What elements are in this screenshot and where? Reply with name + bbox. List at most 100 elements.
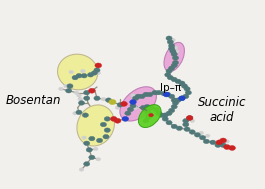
Circle shape: [171, 52, 177, 56]
Circle shape: [162, 113, 168, 117]
Circle shape: [81, 69, 85, 73]
Circle shape: [82, 113, 89, 117]
Circle shape: [215, 143, 221, 147]
Circle shape: [171, 105, 177, 109]
Circle shape: [167, 75, 173, 80]
Circle shape: [96, 158, 101, 161]
Circle shape: [171, 77, 177, 82]
Circle shape: [105, 98, 112, 102]
Circle shape: [175, 79, 181, 84]
Circle shape: [79, 168, 84, 171]
Circle shape: [103, 134, 109, 139]
Circle shape: [147, 112, 153, 116]
Circle shape: [109, 99, 116, 105]
Circle shape: [149, 113, 153, 117]
Circle shape: [229, 146, 236, 150]
Circle shape: [190, 119, 195, 122]
Circle shape: [89, 88, 95, 93]
Circle shape: [59, 87, 63, 91]
Circle shape: [194, 133, 200, 137]
Circle shape: [100, 122, 107, 127]
Circle shape: [94, 96, 100, 101]
Circle shape: [156, 111, 162, 115]
Circle shape: [171, 38, 175, 42]
Circle shape: [89, 136, 95, 141]
Circle shape: [179, 81, 185, 85]
Circle shape: [83, 90, 90, 95]
Circle shape: [203, 139, 209, 144]
Circle shape: [76, 110, 82, 115]
Circle shape: [81, 74, 87, 78]
Circle shape: [189, 130, 195, 134]
Circle shape: [169, 46, 175, 51]
Circle shape: [89, 155, 95, 160]
Circle shape: [131, 94, 135, 97]
Circle shape: [94, 68, 100, 72]
Circle shape: [170, 49, 176, 54]
Ellipse shape: [138, 105, 161, 128]
Circle shape: [220, 138, 227, 143]
Circle shape: [183, 122, 189, 127]
Circle shape: [161, 91, 167, 96]
Circle shape: [101, 98, 106, 101]
Circle shape: [152, 90, 158, 95]
Circle shape: [182, 84, 188, 88]
Circle shape: [143, 107, 149, 112]
Circle shape: [111, 117, 116, 121]
Circle shape: [171, 124, 177, 129]
Circle shape: [171, 98, 177, 102]
Circle shape: [130, 100, 136, 105]
Text: Succinic
acid: Succinic acid: [198, 95, 246, 123]
Circle shape: [176, 126, 182, 131]
Circle shape: [187, 116, 193, 120]
Circle shape: [78, 98, 83, 101]
Circle shape: [166, 120, 172, 125]
Circle shape: [76, 74, 82, 78]
Circle shape: [91, 71, 98, 75]
Circle shape: [166, 36, 172, 40]
Circle shape: [158, 113, 164, 117]
Circle shape: [166, 69, 172, 73]
Circle shape: [171, 63, 177, 68]
Circle shape: [83, 141, 90, 146]
Circle shape: [169, 43, 175, 48]
Circle shape: [199, 131, 204, 135]
Circle shape: [225, 140, 229, 143]
Circle shape: [86, 148, 92, 152]
Circle shape: [133, 106, 138, 109]
Text: lp–π: lp–π: [160, 83, 181, 93]
Circle shape: [162, 117, 168, 121]
Circle shape: [186, 115, 193, 120]
Ellipse shape: [77, 105, 114, 146]
Circle shape: [224, 145, 230, 149]
Circle shape: [184, 127, 190, 132]
Circle shape: [148, 105, 154, 110]
Circle shape: [173, 46, 178, 49]
Circle shape: [216, 140, 223, 145]
Circle shape: [110, 116, 117, 121]
Circle shape: [104, 128, 110, 132]
Circle shape: [114, 118, 121, 123]
Circle shape: [210, 140, 216, 145]
Circle shape: [220, 143, 226, 147]
Circle shape: [169, 108, 175, 113]
Circle shape: [72, 75, 78, 80]
Circle shape: [67, 84, 73, 88]
Circle shape: [83, 162, 90, 166]
Circle shape: [166, 111, 172, 115]
Circle shape: [179, 96, 185, 101]
Circle shape: [95, 63, 101, 68]
Circle shape: [183, 119, 189, 123]
Circle shape: [135, 94, 141, 99]
Circle shape: [138, 106, 143, 109]
Circle shape: [169, 94, 175, 99]
Circle shape: [153, 107, 159, 112]
Circle shape: [127, 107, 134, 112]
Circle shape: [130, 104, 136, 108]
Circle shape: [185, 90, 191, 95]
Circle shape: [145, 115, 152, 119]
Circle shape: [173, 60, 179, 65]
Circle shape: [69, 70, 74, 74]
Circle shape: [205, 134, 210, 137]
Circle shape: [139, 94, 145, 99]
